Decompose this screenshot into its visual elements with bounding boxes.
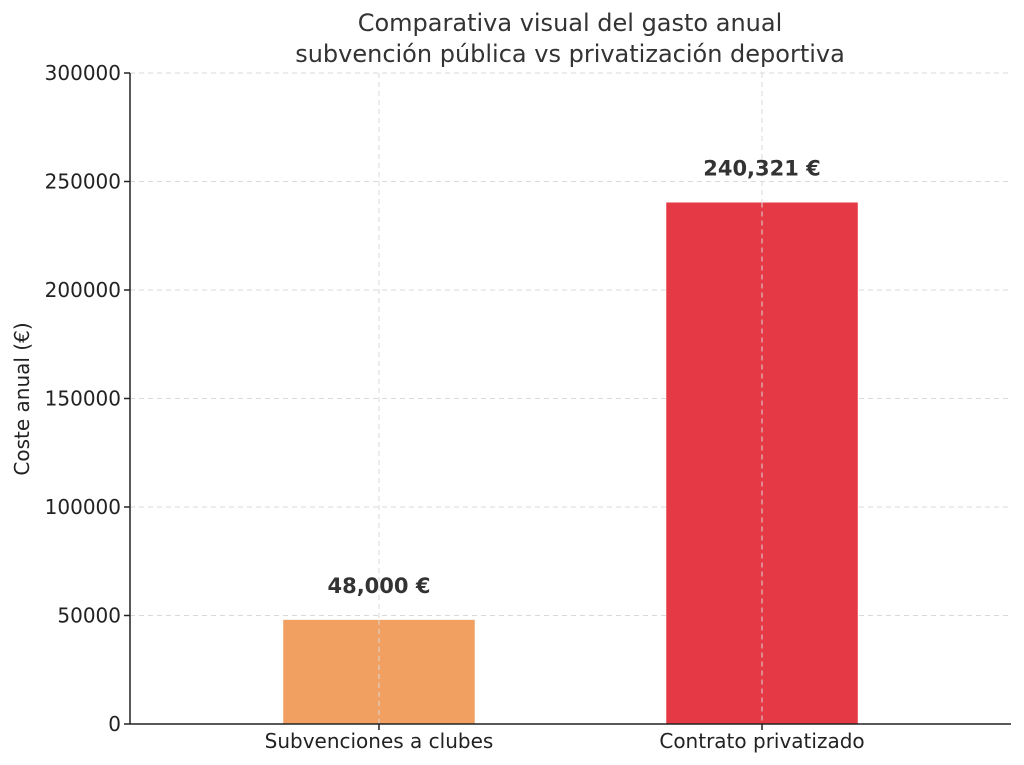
y-tick-label: 50000: [57, 604, 121, 628]
chart-title: Comparativa visual del gasto anual subve…: [295, 9, 845, 68]
bar-value-label: 240,321 €: [703, 157, 821, 181]
chart-title-line-1: Comparativa visual del gasto anual: [358, 9, 783, 37]
x-ticks: Subvenciones a clubes Contrato privatizad…: [265, 724, 865, 753]
grid: [130, 72, 1011, 724]
y-tick-label: 300000: [45, 61, 121, 85]
x-tick-label: Contrato privatizado: [659, 729, 864, 753]
bar: [283, 619, 475, 724]
y-tick-label: 250000: [45, 170, 121, 194]
x-tick-label: Subvenciones a clubes: [265, 729, 494, 753]
value-labels: 48,000 € 240,321 €: [327, 157, 820, 598]
y-tick-label: 0: [108, 712, 121, 736]
bar-value-label: 48,000 €: [327, 574, 430, 598]
y-ticks: 0 50000 100000 150000 200000 250000 300000: [45, 61, 130, 736]
chart-title-line-2: subvención pública vs privatización depo…: [295, 40, 845, 68]
bars: [283, 202, 858, 725]
y-tick-label: 200000: [45, 278, 121, 302]
y-tick-label: 100000: [45, 495, 121, 519]
y-tick-label: 150000: [45, 387, 121, 411]
y-axis-label: Coste anual (€): [10, 322, 34, 475]
